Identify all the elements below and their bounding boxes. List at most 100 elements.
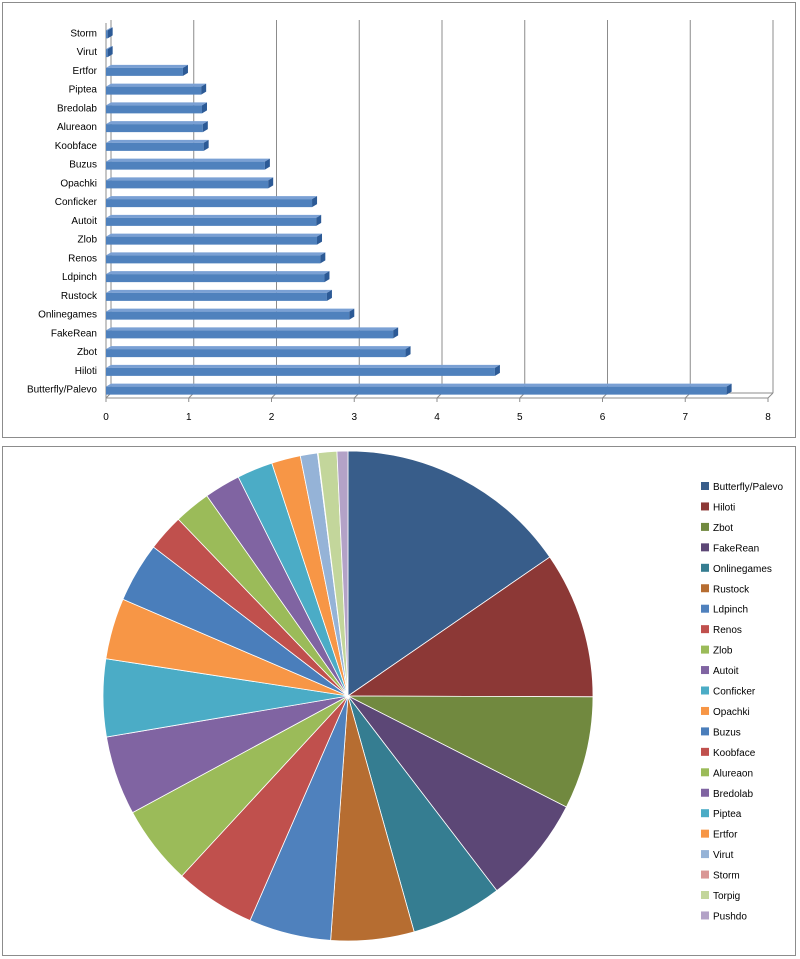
legend-label: Koobface xyxy=(713,748,756,759)
legend-swatch xyxy=(701,625,709,634)
legend-label: Opachki xyxy=(713,707,750,718)
pie-slice-butterfly-palevo xyxy=(347,450,551,697)
bar-opachki xyxy=(106,177,274,189)
legend-label: Zbot xyxy=(713,523,733,534)
legend-label: Autoit xyxy=(713,666,739,677)
pie-slice-hiloti xyxy=(346,556,594,698)
legend-swatch xyxy=(701,482,709,490)
legend-swatch xyxy=(701,891,709,899)
y-category-label: Opachki xyxy=(60,178,97,189)
legend-label: Piptea xyxy=(713,809,742,820)
x-tick-label: 0 xyxy=(103,412,109,423)
legend-swatch xyxy=(701,563,709,572)
bar-ldpinch xyxy=(106,271,330,283)
bar-fakerean xyxy=(106,327,399,339)
bar-ertfor xyxy=(106,64,188,76)
legend-label: Pushdo xyxy=(713,911,747,922)
y-category-label: Ertfor xyxy=(73,66,98,77)
bar-butterfly-palevo xyxy=(106,383,732,395)
y-category-label: Hiloti xyxy=(75,366,97,377)
x-tick-label: 2 xyxy=(269,412,275,423)
y-category-label: Koobface xyxy=(55,141,98,152)
bar-onlinegames xyxy=(106,308,355,320)
bar-hiloti xyxy=(106,364,500,376)
legend-label: Renos xyxy=(713,625,742,636)
legend-swatch xyxy=(701,809,709,818)
y-category-label: Zlob xyxy=(78,235,98,246)
y-category-label: Autoit xyxy=(71,216,97,227)
legend-label: Torpig xyxy=(713,891,740,902)
y-category-label: Butterfly/Palevo xyxy=(27,385,97,396)
legend-label: Hiloti xyxy=(713,502,735,513)
y-category-label: Ldpinch xyxy=(62,272,97,283)
legend-swatch xyxy=(701,706,709,715)
bar-rustock xyxy=(106,289,332,301)
legend-label: Virut xyxy=(713,850,734,861)
legend-swatch xyxy=(701,666,709,675)
bar-chart: 0 1 2 3 4 5 6 7 8 Butterfly/Palevo Hiloti Zbot FakeR… xyxy=(27,20,774,423)
legend-label: Conficker xyxy=(713,687,756,698)
bar-virut xyxy=(106,46,113,58)
legend-label: Rustock xyxy=(713,584,750,595)
bar-zlob xyxy=(106,233,323,245)
pie-chart: Butterfly/Palevo Hiloti Zbot FakeRean Online… xyxy=(102,450,783,942)
legend-label: Butterfly/Palevo xyxy=(713,482,783,493)
y-category-label: Onlinegames xyxy=(38,310,97,321)
legend-swatch xyxy=(701,829,709,838)
x-tick-label: 1 xyxy=(186,412,192,423)
x-tick-label: 7 xyxy=(682,412,688,423)
pie-slice-zbot xyxy=(347,695,594,808)
y-category-label: FakeRean xyxy=(51,328,97,339)
y-category-label: Storm xyxy=(70,28,97,39)
legend-swatch xyxy=(701,727,709,736)
y-category-label: Zbot xyxy=(77,347,97,358)
legend-swatch xyxy=(701,522,709,531)
y-category-label: Renos xyxy=(68,253,97,264)
legend-label: Ertfor xyxy=(713,830,738,841)
legend-label: Bredolab xyxy=(713,789,753,800)
legend-swatch xyxy=(701,502,709,511)
pie-slice-pushdo xyxy=(336,450,349,697)
y-category-label: Piptea xyxy=(69,85,98,96)
bar-koobface xyxy=(106,139,209,151)
legend-swatch xyxy=(701,911,709,920)
x-tick-label: 3 xyxy=(351,412,357,423)
legend-swatch xyxy=(701,686,709,695)
y-category-label: Buzus xyxy=(69,160,97,171)
y-category-label: Alureaon xyxy=(57,122,97,133)
legend-label: Onlinegames xyxy=(713,564,772,575)
legend-label: Buzus xyxy=(713,727,741,738)
bar-autoit xyxy=(106,214,322,226)
bar-zbot xyxy=(106,346,411,358)
legend-label: Alureaon xyxy=(713,768,753,779)
bar-buzus xyxy=(106,158,270,170)
legend-swatch xyxy=(701,850,709,859)
legend-label: FakeRean xyxy=(713,543,759,554)
x-tick-label: 4 xyxy=(434,412,440,423)
legend-label: Zlob xyxy=(713,646,733,657)
x-tick-label: 8 xyxy=(765,412,771,423)
legend-swatch xyxy=(701,768,709,777)
pie-slice-fakerean xyxy=(347,695,567,892)
legend-swatch xyxy=(701,870,709,879)
bar-renos xyxy=(106,252,326,264)
y-category-label: Virut xyxy=(77,47,98,58)
bar-alureaon xyxy=(106,121,208,133)
bar-bredolab xyxy=(106,102,207,114)
legend-label: Ldpinch xyxy=(713,605,748,616)
legend-swatch xyxy=(701,747,709,756)
x-tick-label: 5 xyxy=(517,412,523,423)
bar-storm xyxy=(106,27,113,39)
y-category-label: Conficker xyxy=(55,197,98,208)
legend-swatch xyxy=(701,788,709,797)
bar-chart-panel: 0 1 2 3 4 5 6 7 8 Butterfly/Palevo Hiloti Zbot FakeR… xyxy=(2,2,796,438)
legend-swatch xyxy=(701,645,709,654)
y-category-label: Rustock xyxy=(61,291,98,302)
bar-conficker xyxy=(106,196,318,208)
bar-piptea xyxy=(106,83,207,95)
legend-swatch xyxy=(701,543,709,552)
legend-swatch xyxy=(701,604,709,613)
x-tick-label: 6 xyxy=(600,412,606,423)
legend-swatch xyxy=(701,584,709,593)
y-category-label: Bredolab xyxy=(57,103,97,114)
